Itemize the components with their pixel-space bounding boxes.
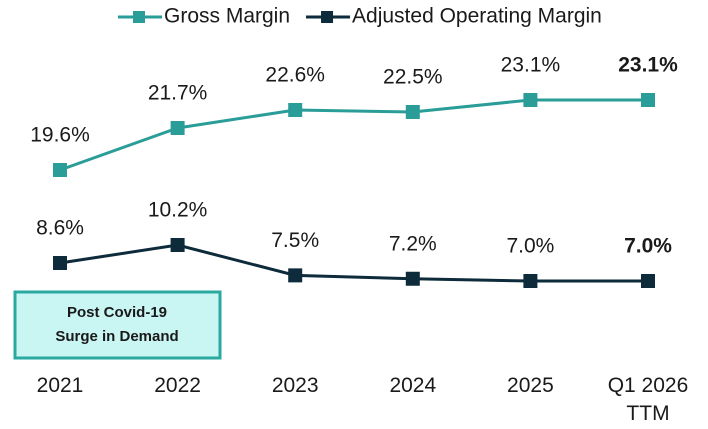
data-label: 19.6%	[30, 124, 90, 147]
data-label: 7.2%	[389, 232, 437, 255]
x-tick-label: 2025	[507, 374, 554, 397]
point-marker	[170, 121, 185, 135]
data-label: 23.1%	[501, 54, 561, 77]
point-marker	[523, 93, 538, 107]
data-label: 21.7%	[148, 82, 208, 105]
point-marker	[641, 274, 655, 288]
data-label: 7.0%	[506, 235, 554, 258]
series-line	[59, 243, 648, 283]
annotation: Post Covid-19 Surge in Demand	[55, 304, 178, 345]
point-marker	[405, 105, 420, 119]
data-label: 23.1%	[618, 54, 678, 77]
point-marker	[523, 274, 538, 288]
x-tick-label: 2023	[272, 374, 319, 397]
point-marker	[288, 103, 303, 117]
series-line	[59, 98, 648, 172]
x-tick-label: 2022	[154, 374, 201, 397]
annotation-box	[13, 290, 222, 360]
point-marker	[405, 271, 420, 286]
data-label: 10.2%	[148, 199, 208, 222]
legend-label: Adjusted Operating Margin	[352, 5, 602, 28]
data-label: 22.6%	[265, 64, 325, 87]
data-label: 22.5%	[383, 66, 443, 89]
legend-label: Gross Margin	[164, 5, 290, 28]
point-marker	[641, 93, 655, 107]
point-marker	[53, 256, 67, 270]
x-tick-label: Q1 2026 TTM	[608, 374, 689, 425]
x-tick-label: 2021	[37, 374, 84, 397]
legend-marker	[133, 11, 145, 23]
data-label: 7.0%	[624, 235, 672, 258]
data-label: 7.5%	[271, 229, 319, 252]
point-marker	[170, 238, 185, 252]
x-tick-label: 2024	[389, 374, 436, 397]
data-label: 8.6%	[36, 217, 84, 240]
point-marker	[288, 268, 303, 283]
point-marker	[53, 163, 67, 177]
legend-marker	[321, 11, 334, 23]
